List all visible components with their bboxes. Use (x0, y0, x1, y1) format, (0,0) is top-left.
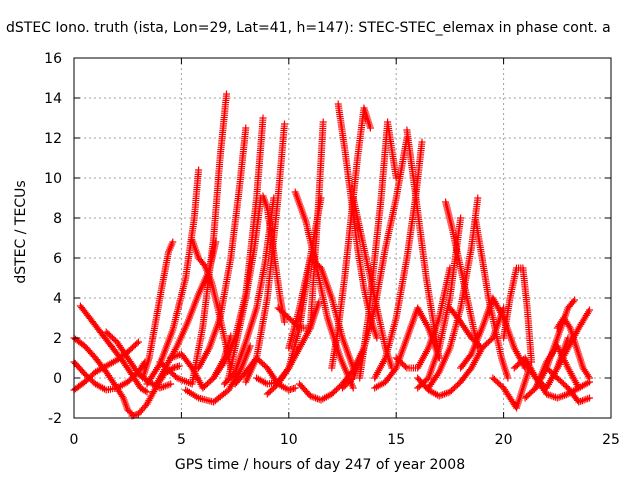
series-24 (291, 188, 357, 392)
series-30 (339, 134, 411, 392)
y-tick-label: 6 (53, 251, 62, 267)
series-markers (102, 328, 175, 392)
series-6 (139, 238, 177, 382)
series-markers (195, 124, 250, 372)
series-42 (489, 364, 533, 412)
x-tick-label: 5 (177, 432, 186, 448)
series-16 (225, 194, 265, 382)
series-18 (259, 192, 288, 326)
series-markers (259, 192, 288, 326)
series-4 (102, 328, 175, 392)
series-markers (139, 238, 177, 382)
series-43 (500, 264, 535, 366)
series-markers (414, 214, 465, 392)
y-tick-label: 4 (53, 291, 62, 307)
y-tick-label: 10 (44, 171, 62, 187)
y-tick-label: 12 (44, 131, 62, 147)
series-markers (339, 134, 411, 392)
x-tick-label: 10 (280, 432, 298, 448)
y-tick-label: -2 (48, 411, 62, 427)
series-markers (76, 302, 151, 396)
x-tick-label: 25 (602, 432, 620, 448)
y-tick-label: 16 (44, 51, 62, 67)
series-markers (489, 364, 533, 412)
series-13 (195, 124, 250, 372)
plot-frame (73, 57, 612, 419)
x-axis-label: GPS time / hours of day 247 of year 2008 (174, 457, 466, 473)
series-markers (521, 358, 583, 402)
tick-labels: 0 5 10 15 20 25 -2 0 2 4 6 8 10 12 14 16 (44, 51, 620, 448)
series-35 (414, 214, 465, 392)
series-1 (70, 334, 136, 418)
series-50 (521, 358, 583, 402)
x-tick-label: 20 (495, 432, 513, 448)
series-39 (414, 344, 486, 400)
y-tick-label: 0 (53, 371, 62, 387)
axis-frame (73, 57, 612, 419)
series-11 (182, 342, 254, 406)
y-tick-label: 14 (44, 91, 62, 107)
series-markers (457, 294, 529, 372)
series-markers (500, 264, 535, 366)
series-41 (457, 294, 529, 372)
series-markers (225, 194, 265, 382)
y-axis-label: dSTEC / TECUs (13, 180, 29, 284)
series-markers (553, 306, 593, 372)
series-markers (182, 342, 254, 406)
series-49 (553, 306, 593, 372)
series-markers (392, 264, 454, 372)
series-markers (414, 344, 486, 400)
x-tick-label: 15 (387, 432, 405, 448)
data-series (70, 90, 593, 420)
series-34 (392, 264, 454, 372)
series-markers (291, 188, 357, 392)
y-tick-label: 8 (53, 211, 62, 227)
series-3 (76, 302, 151, 396)
chart-title: dSTEC Iono. truth (ista, Lon=29, Lat=41,… (6, 20, 611, 36)
x-tick-label: 0 (70, 432, 79, 448)
series-markers (70, 334, 136, 418)
y-tick-label: 2 (53, 331, 62, 347)
